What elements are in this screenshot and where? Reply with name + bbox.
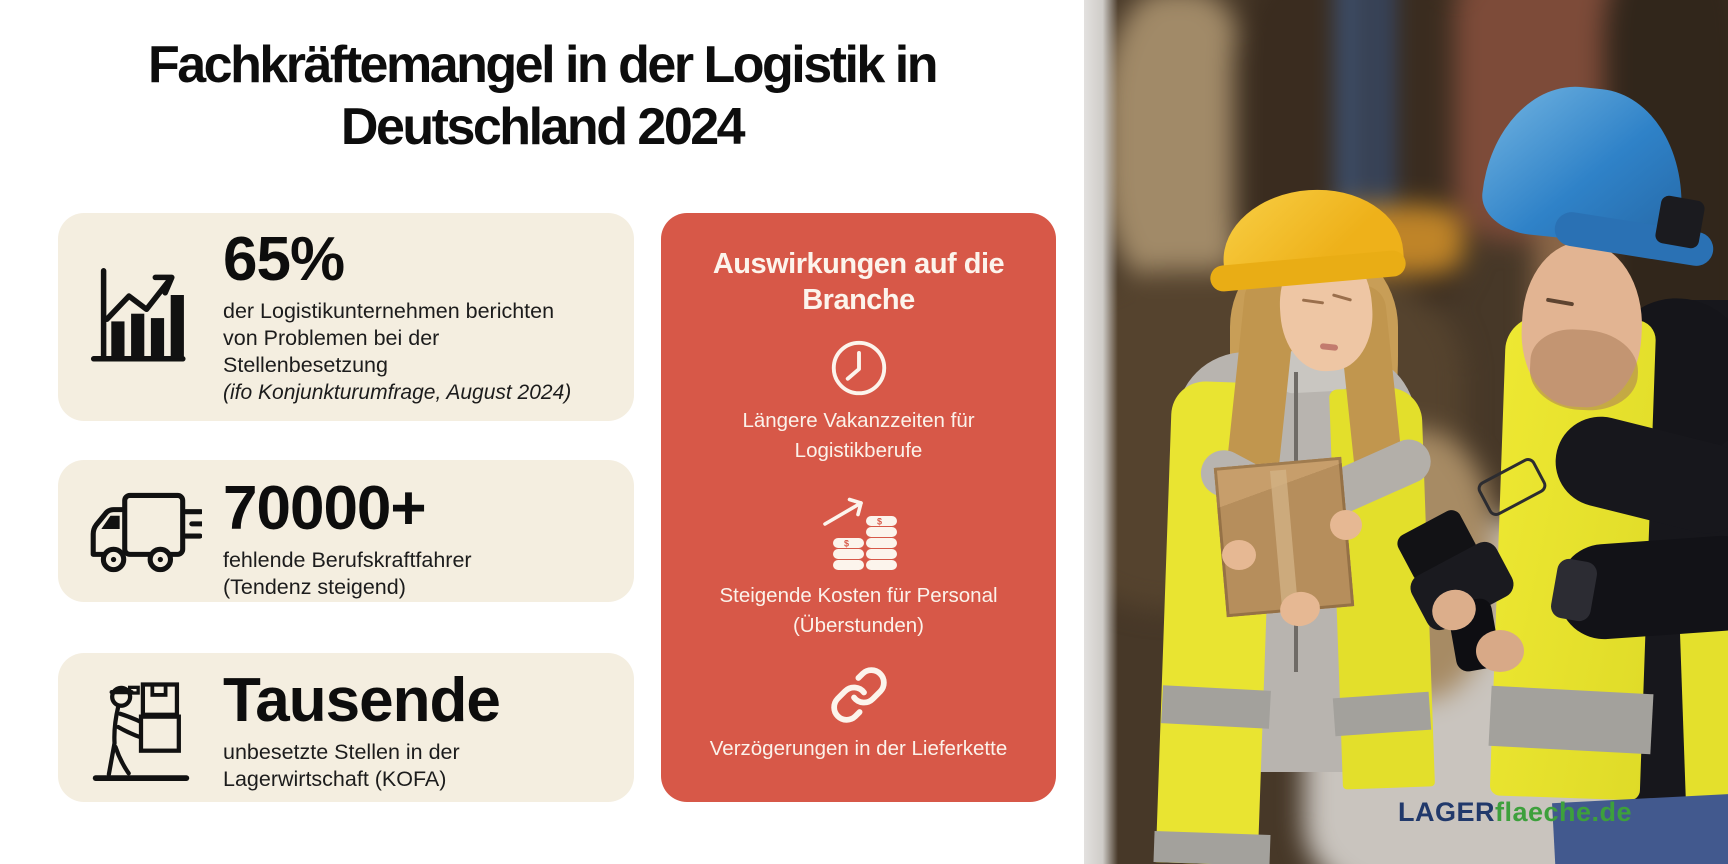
svg-text:$: $ bbox=[877, 517, 882, 527]
stat-desc-line: Stellenbesetzung bbox=[223, 353, 388, 377]
stat-desc-line: Lagerwirtschaft (KOFA) bbox=[223, 767, 447, 791]
rack-post bbox=[1374, 0, 1390, 230]
stat-description: der Logistikunternehmen berichten von Pr… bbox=[223, 298, 626, 379]
stat-card-icon-wrap bbox=[58, 653, 223, 802]
reflective-stripe bbox=[1488, 685, 1654, 755]
stat-desc-line: unbesetzte Stellen in der bbox=[223, 740, 460, 764]
rising-costs-coins-icon: $ $ bbox=[822, 497, 897, 570]
reflective-stripe bbox=[1161, 685, 1271, 729]
stat-desc-line: fehlende Berufskraftfahrer bbox=[223, 548, 472, 572]
impact-text-line: Logistikberufe bbox=[794, 439, 923, 462]
impact-text-line: Verzögerungen in der Lieferkette bbox=[709, 737, 1008, 760]
stat-description: fehlende Berufskraftfahrer (Tendenz stei… bbox=[223, 547, 626, 601]
impact-item-text: Steigende Kosten für Personal (Überstund… bbox=[684, 581, 1034, 641]
stat-value: Tausende bbox=[223, 666, 501, 735]
rack-post bbox=[1340, 0, 1358, 240]
impact-item-text: Längere Vakanzzeiten für Logistikberufe bbox=[684, 406, 1034, 466]
clock-icon bbox=[831, 340, 886, 396]
impact-text-line: Steigende Kosten für Personal bbox=[719, 584, 998, 607]
stat-card-icon-wrap bbox=[58, 213, 223, 421]
stat-card-texts: 70000+ fehlende Berufskraftfahrer (Tende… bbox=[223, 460, 634, 602]
warehouse-worker-icon bbox=[92, 681, 189, 781]
stat-card-texts: 65% der Logistikunternehmen berichten vo… bbox=[223, 213, 634, 421]
stat-desc-line: von Problemen bei der bbox=[223, 326, 440, 350]
impact-title-line: Branche bbox=[802, 284, 915, 316]
reflective-stripe bbox=[1332, 691, 1432, 737]
page-title: Fachkräftemangel in der Logistik in Deut… bbox=[0, 34, 1084, 158]
supply-chain-link-icon bbox=[830, 667, 887, 723]
stat-desc-line: der Logistikunternehmen berichten bbox=[223, 299, 555, 323]
stat-value: 65% bbox=[223, 225, 345, 294]
stat-card-open-warehouse-jobs: Tausende unbesetzte Stellen in der Lager… bbox=[58, 653, 634, 802]
page-title-line-2: Deutschland 2024 bbox=[340, 98, 746, 156]
impact-item-text: Verzögerungen in der Lieferkette bbox=[684, 734, 1034, 764]
stat-card-missing-drivers: 70000+ fehlende Berufskraftfahrer (Tende… bbox=[58, 460, 634, 602]
stat-card-texts: Tausende unbesetzte Stellen in der Lager… bbox=[223, 653, 634, 802]
impact-panel-title: Auswirkungen auf die Branche bbox=[712, 246, 1005, 318]
brand-logo-part-1: LAGER bbox=[1398, 797, 1495, 827]
stat-card-icon-wrap bbox=[58, 460, 223, 602]
stat-source: (ifo Konjunkturumfrage, August 2024) bbox=[223, 381, 572, 404]
stat-card-vacancy-problems: 65% der Logistikunternehmen berichten vo… bbox=[58, 213, 634, 421]
impact-panel: Auswirkungen auf die Branche Längere Vak… bbox=[661, 213, 1056, 802]
stat-desc-line: (Tendenz steigend) bbox=[223, 575, 406, 599]
stat-description: unbesetzte Stellen in der Lagerwirtschaf… bbox=[223, 739, 626, 793]
warehouse-photo: LAGERflaeche.de bbox=[1084, 0, 1728, 864]
delivery-truck-icon bbox=[90, 492, 202, 572]
impact-icon-wrap bbox=[829, 665, 889, 725]
impact-text-line: (Überstunden) bbox=[792, 614, 925, 637]
stat-value: 70000+ bbox=[223, 474, 427, 543]
impact-text-line: Längere Vakanzzeiten für bbox=[742, 409, 975, 432]
impact-title-line: Auswirkungen auf die bbox=[712, 248, 1005, 280]
brand-logo: LAGERflaeche.de bbox=[1398, 797, 1632, 828]
impact-icon-wrap bbox=[830, 339, 888, 397]
page-title-line-1: Fachkräftemangel in der Logistik in bbox=[147, 36, 939, 94]
bar-chart-growth-icon bbox=[90, 268, 186, 362]
svg-text:$: $ bbox=[844, 539, 849, 549]
photo-left-edge bbox=[1084, 0, 1118, 864]
brand-logo-part-2: flaeche.de bbox=[1495, 797, 1633, 827]
impact-icon-wrap: $ $ bbox=[815, 488, 903, 572]
reflective-stripe bbox=[1153, 830, 1271, 864]
